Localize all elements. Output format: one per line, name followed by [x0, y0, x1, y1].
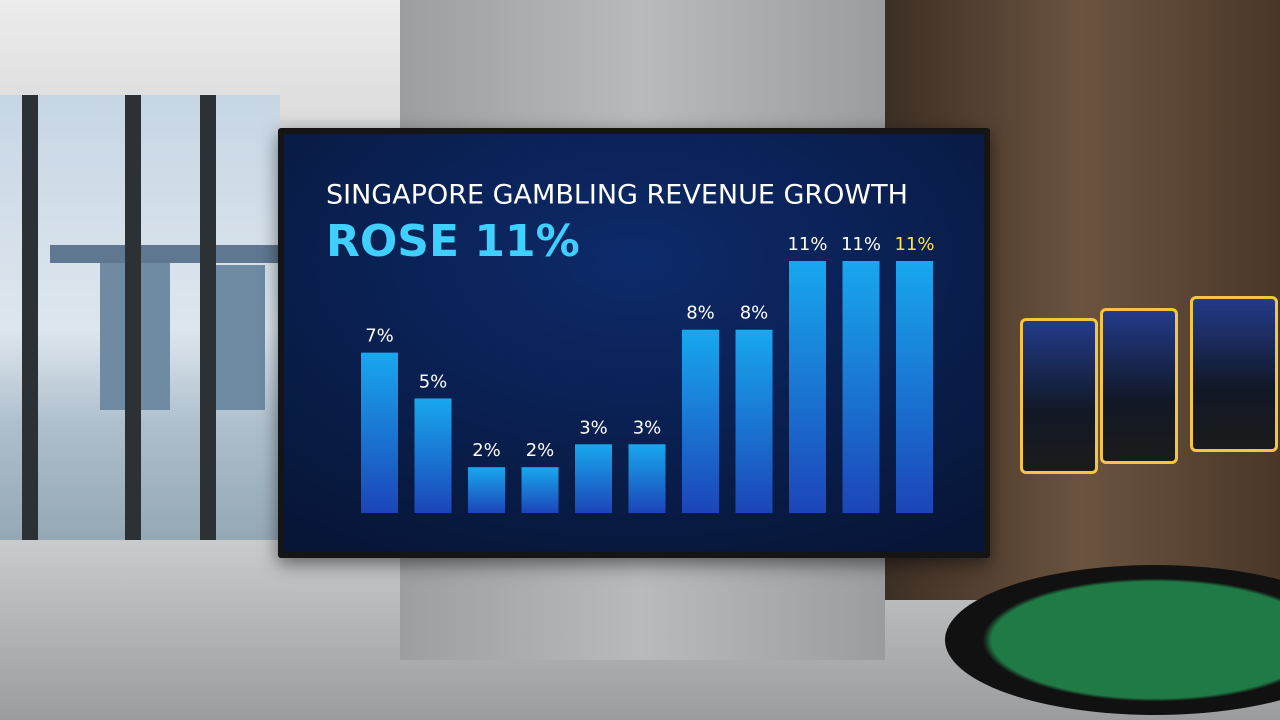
data-label: 11%	[841, 234, 881, 255]
data-label: 8%	[686, 303, 715, 324]
bar	[682, 329, 719, 513]
bar	[575, 444, 612, 513]
chart: SINGAPORE GAMBLING REVENUE GROWTH ROSE 1…	[284, 134, 984, 552]
data-label: 11%	[787, 234, 827, 255]
chart-subtitle: ROSE 11%	[326, 216, 580, 267]
slot-machine	[1100, 308, 1178, 464]
window-frame	[200, 95, 216, 565]
window-frame	[22, 95, 38, 565]
data-label: 3%	[579, 417, 608, 438]
skypark	[50, 245, 280, 263]
data-label: 3%	[633, 417, 662, 438]
slot-machine	[1020, 318, 1098, 474]
bar	[842, 261, 880, 513]
card-table	[945, 565, 1280, 715]
data-label: 11%	[894, 234, 934, 255]
bar	[361, 352, 398, 513]
data-label: 8%	[740, 303, 769, 324]
bar	[628, 444, 666, 513]
data-label: 7%	[365, 326, 394, 347]
bar	[896, 261, 933, 513]
chart-title: SINGAPORE GAMBLING REVENUE GROWTH	[326, 180, 908, 211]
bar	[735, 329, 773, 513]
data-label: 2%	[526, 440, 555, 461]
bar	[789, 261, 826, 513]
bar	[468, 467, 505, 513]
window-frame	[125, 95, 141, 565]
data-label: 2%	[472, 440, 501, 461]
slot-machine	[1190, 296, 1278, 452]
skyline	[210, 265, 265, 410]
bar	[414, 398, 452, 513]
data-label: 5%	[419, 371, 448, 392]
bar	[521, 467, 559, 513]
